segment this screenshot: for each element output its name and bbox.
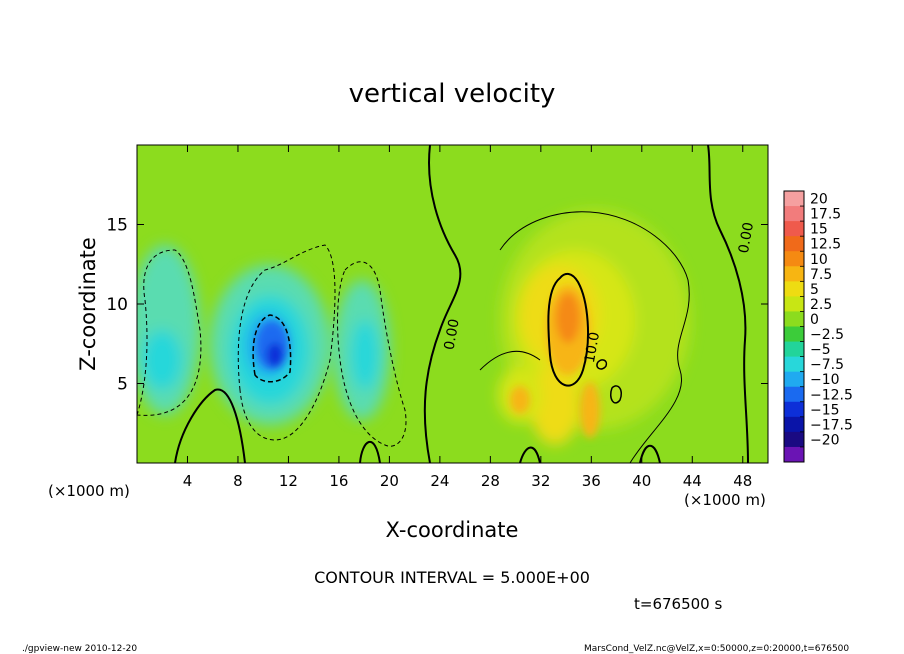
contour-label: 10.0 [582,331,603,364]
x-unit-label: (×1000 m) [684,491,766,509]
y-axis-label: Z-coordinate [76,237,100,371]
x-tick-label: 20 [380,472,399,490]
x-tick-label: 24 [430,472,449,490]
colorbar-label: −2.5 [810,327,844,343]
colorbar-label: −20 [810,432,840,448]
x-tick-label: 28 [481,472,500,490]
colorbar-segment [784,446,804,463]
footer-right: MarsCond_VelZ.nc@VelZ,x=0:50000,z=0:2000… [584,644,849,654]
y-tick-label: 15 [106,216,128,236]
x-tick-label: 48 [733,472,752,490]
y-axis: 5 10 15 [106,216,768,395]
colorbar-segment [784,416,804,433]
x-tick-label: 16 [329,472,348,490]
colorbar-segment [784,341,804,358]
x-tick-label: 36 [582,472,601,490]
x-tick-label: 8 [233,472,243,490]
colorbar-label: 12.5 [810,237,841,253]
heatmap-field: 0.00 0.00 10.0 [137,145,768,463]
colorbar-label: 0 [810,312,819,328]
colorbar-label: 5 [810,282,819,298]
colorbar-label: −17.5 [810,417,853,433]
colorbar-segment [784,356,804,373]
footer-left: ./gpview-new 2010-12-20 [22,644,137,654]
colorbar-label: −12.5 [810,387,853,403]
colorbar-segment [784,401,804,418]
colorbar-segment [784,206,804,222]
colorbar-segment [784,371,804,388]
colorbar-segment [784,326,804,343]
colorbar: 2017.51512.5107.552.50−2.5−5−7.5−10−12.5… [783,190,853,463]
colorbar-segment [784,266,804,282]
colorbar-segment [784,221,804,237]
colorbar-segment [784,281,804,297]
colorbar-label: 7.5 [810,267,832,283]
colorbar-label: 17.5 [810,207,841,223]
x-tick-label: 12 [279,472,298,490]
x-axis-label: X-coordinate [386,518,519,542]
x-tick-label: 40 [632,472,651,490]
colorbar-segment [784,296,804,312]
colorbar-segment [784,191,804,207]
colorbar-label: −10 [810,372,840,388]
colorbar-label: 2.5 [810,297,832,313]
colorbar-segment [784,236,804,252]
x-tick-label: 44 [683,472,702,490]
contour-interval-label: CONTOUR INTERVAL = 5.000E+00 [314,568,590,587]
x-tick-label: 4 [183,472,193,490]
contour-label: 0.00 [736,221,757,254]
colorbar-segment [784,251,804,267]
contour-label: 0.00 [442,318,463,351]
y-unit-label: (×1000 m) [48,482,130,500]
chart-title: vertical velocity [349,79,556,109]
colorbar-label: 15 [810,222,828,238]
y-tick-label: 10 [106,295,128,315]
y-tick-label: 5 [117,375,128,395]
colorbar-label: 10 [810,252,828,268]
colorbar-segment [784,311,804,327]
colorbar-label: −7.5 [810,357,844,373]
colorbar-segment [784,386,804,403]
colorbar-label: −15 [810,402,840,418]
time-label: t=676500 s [634,595,722,613]
colorbar-label: −5 [810,342,831,358]
colorbar-segment [784,431,804,448]
x-tick-label: 32 [531,472,550,490]
colorbar-label: 20 [810,192,828,208]
x-axis: 4 8 12 16 20 24 28 32 36 40 44 48 [183,145,752,490]
